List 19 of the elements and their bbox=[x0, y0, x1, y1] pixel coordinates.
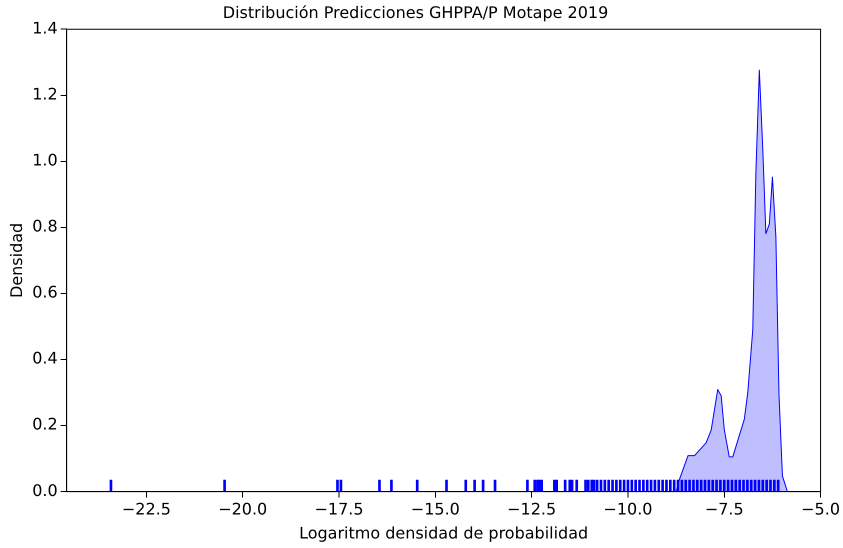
y-tick-label: 0.6 bbox=[32, 282, 58, 302]
y-tick-label: 1.0 bbox=[32, 150, 58, 170]
x-tick-label: −10.0 bbox=[603, 499, 652, 518]
y-tick-label: 0.4 bbox=[32, 348, 58, 368]
x-tick-label: −12.5 bbox=[507, 499, 556, 518]
x-tick-label: −15.0 bbox=[410, 499, 460, 518]
y-tick-label: 0.0 bbox=[32, 480, 58, 500]
y-tick-label: 1.2 bbox=[32, 84, 58, 104]
x-tick-label: −5.0 bbox=[801, 499, 840, 518]
y-axis-title: Densidad bbox=[6, 222, 26, 298]
x-tick-label: −17.5 bbox=[314, 499, 364, 518]
y-tick-label: 1.4 bbox=[32, 18, 58, 38]
chart-title: Distribución Predicciones GHPPA/P Motape 2019 bbox=[222, 2, 608, 22]
y-tick-label: 0.2 bbox=[32, 414, 58, 434]
x-tick-label: −7.5 bbox=[704, 499, 744, 518]
y-tick-label: 0.8 bbox=[32, 216, 58, 236]
x-axis-title: Logaritmo densidad de probabilidad bbox=[299, 524, 588, 543]
x-tick-label: −20.0 bbox=[218, 499, 268, 518]
x-tick-label: −22.5 bbox=[122, 499, 171, 518]
